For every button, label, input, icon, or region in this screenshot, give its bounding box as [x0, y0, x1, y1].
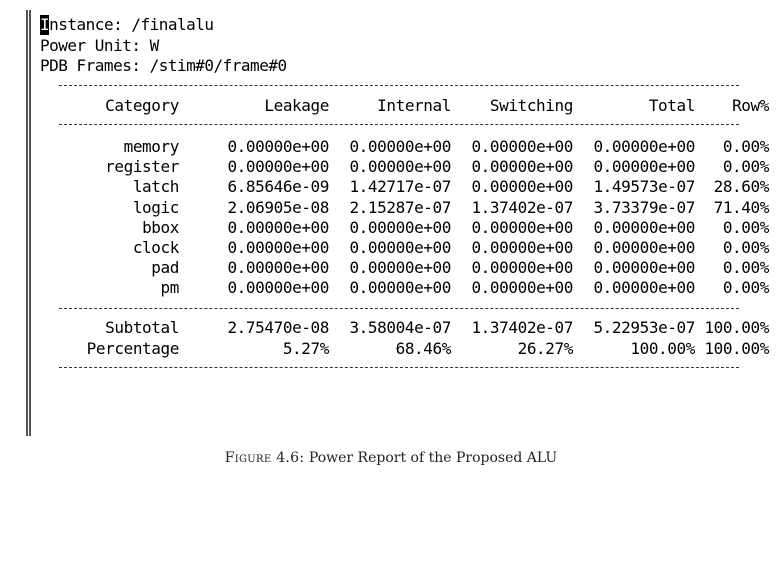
cell-row-pct: 28.60% — [713, 177, 770, 197]
table-row: pad 0.00000e+00 0.00000e+00 0.00000e+00 0.00… — [59, 258, 769, 278]
cell-switching: 0.00000e+00 — [471, 177, 573, 197]
cell-total: 0.00000e+00 — [593, 278, 695, 298]
cell-category: latch — [132, 177, 180, 197]
cell-category: clock — [132, 238, 180, 257]
cell-total: 0.00000e+00 — [593, 217, 695, 237]
cell-switching: 0.00000e+00 — [471, 137, 573, 156]
pdb-frames-line: PDB Frames: /stim#0/frame#0 — [40, 56, 287, 75]
subtotal-total: 5.22953e-07 — [593, 318, 695, 337]
cell-switching: 0.00000e+00 — [471, 157, 573, 177]
table-row: clock 0.00000e+00 0.00000e+00 0.00000e+00 0.… — [59, 238, 770, 258]
table-row: latch 6.85646e-09 1.42717e-07 0.00000e+00 1.… — [59, 177, 770, 197]
cell-total: 0.00000e+00 — [593, 238, 695, 257]
cell-total: 0.00000e+00 — [593, 137, 695, 156]
cell-total: 0.00000e+00 — [593, 157, 695, 177]
cell-category: pm — [160, 278, 180, 298]
percentage-switching: 26.27% — [517, 339, 574, 358]
col-header-total: Total — [648, 96, 696, 115]
caption-text: Power Report of the Proposed ALU — [308, 450, 558, 466]
cell-leakage: 6.85646e-09 — [227, 177, 329, 197]
dashed-rule-top — [59, 85, 739, 86]
cell-leakage: 0.00000e+00 — [227, 137, 329, 156]
dashed-rule-bottom — [59, 367, 739, 368]
subtotal-category: Subtotal — [105, 318, 179, 337]
cell-row-pct: 71.40% — [713, 197, 770, 217]
subtotal-internal: 3.58004e-07 — [349, 318, 451, 337]
cell-internal: 0.00000e+00 — [349, 238, 451, 257]
dashed-rule-header — [59, 124, 739, 125]
cell-category: memory — [123, 137, 180, 156]
cell-row-pct: 0.00% — [722, 217, 770, 237]
text-cursor: I — [40, 15, 50, 35]
table-row: logic 2.06905e-08 2.15287e-07 1.37402e-07 3.… — [59, 197, 770, 218]
percentage-leakage: 5.27% — [282, 339, 330, 358]
cell-row-pct: 0.00% — [722, 157, 770, 177]
instance-label-rest: nstance: /finalalu — [49, 15, 214, 34]
cell-internal: 0.00000e+00 — [349, 217, 451, 237]
col-header-leakage: Leakage — [264, 96, 329, 115]
cell-row-pct: 0.00% — [722, 238, 770, 257]
cell-row-pct: 0.00% — [722, 137, 770, 156]
figure-label: Figure 4.6: — [224, 450, 305, 466]
power-unit-line: Power Unit: W — [40, 36, 159, 55]
cell-leakage: 0.00000e+00 — [227, 217, 329, 237]
cell-category: pad — [151, 258, 179, 278]
cell-leakage: 0.00000e+00 — [227, 278, 329, 298]
cell-total: 1.49573e-07 — [593, 177, 695, 197]
cell-leakage: 2.06905e-08 — [227, 197, 329, 217]
table-row: pm 0.00000e+00 0.00000e+00 0.00000e+00 0.000… — [59, 278, 770, 298]
cell-switching: 0.00000e+00 — [471, 217, 573, 237]
table-row: memory 0.00000e+00 0.00000e+00 0.00000e+00 0… — [59, 137, 770, 157]
cell-total: 0.00000e+00 — [593, 258, 695, 278]
instance-line: Instance: /finalalu — [40, 15, 214, 35]
cell-leakage: 0.00000e+00 — [227, 258, 329, 278]
cell-total: 3.73379e-07 — [593, 197, 695, 217]
cell-row-pct: 0.00% — [722, 278, 770, 298]
percentage-total: 100.00% — [630, 339, 695, 358]
col-header-row-pct: Row% — [732, 96, 769, 115]
cell-internal: 1.42717e-07 — [349, 177, 451, 197]
percentage-internal: 68.46% — [395, 339, 452, 358]
cell-switching: 1.37402e-07 — [471, 197, 573, 217]
cell-internal: 2.15287e-07 — [349, 197, 451, 217]
subtotal-switching: 1.37402e-07 — [471, 318, 573, 337]
subtotal-row-pct: 100.00% — [704, 318, 769, 337]
cell-internal: 0.00000e+00 — [349, 278, 451, 298]
percentage-row-pct: 100.00% — [704, 339, 769, 358]
col-header-internal: Internal — [377, 96, 451, 115]
table-row: register 0.00000e+00 0.00000e+00 0.00000e+0… — [59, 157, 769, 177]
cell-leakage: 0.00000e+00 — [227, 157, 329, 177]
cell-switching: 0.00000e+00 — [471, 258, 573, 278]
cell-category: register — [105, 157, 179, 177]
cell-switching: 0.00000e+00 — [471, 238, 573, 257]
subtotal-row: Subtotal 2.75470e-08 3.58004e-07 1.37402… — [59, 318, 769, 338]
table-row: bbox 0.00000e+00 0.00000e+00 0.00000e+00 0.0… — [59, 217, 769, 238]
col-header-category: Category — [105, 96, 179, 115]
cell-leakage: 0.00000e+00 — [227, 238, 329, 257]
subtotal-leakage: 2.75470e-08 — [227, 318, 329, 337]
cell-internal: 0.00000e+00 — [349, 157, 451, 177]
terminal-window: Instance: /finalalu Power Unit: W PDB Fr… — [26, 10, 770, 436]
percentage-row: Percentage 5.27% 68.46% 26.27% 100.00% 1… — [59, 339, 770, 359]
figure-caption: Figure 4.6: Power Report of the Proposed… — [0, 450, 782, 466]
cell-category: logic — [132, 197, 180, 217]
col-header-switching: Switching — [489, 96, 574, 115]
percentage-category: Percentage — [86, 339, 180, 358]
cell-internal: 0.00000e+00 — [349, 258, 451, 278]
dashed-rule-body — [59, 308, 739, 309]
cell-category: bbox — [142, 217, 179, 237]
cell-switching: 0.00000e+00 — [471, 278, 573, 298]
table-header-row: Category Leakage Internal Switching Tota… — [59, 96, 769, 116]
cell-internal: 0.00000e+00 — [349, 137, 451, 156]
cell-row-pct: 0.00% — [722, 258, 770, 278]
